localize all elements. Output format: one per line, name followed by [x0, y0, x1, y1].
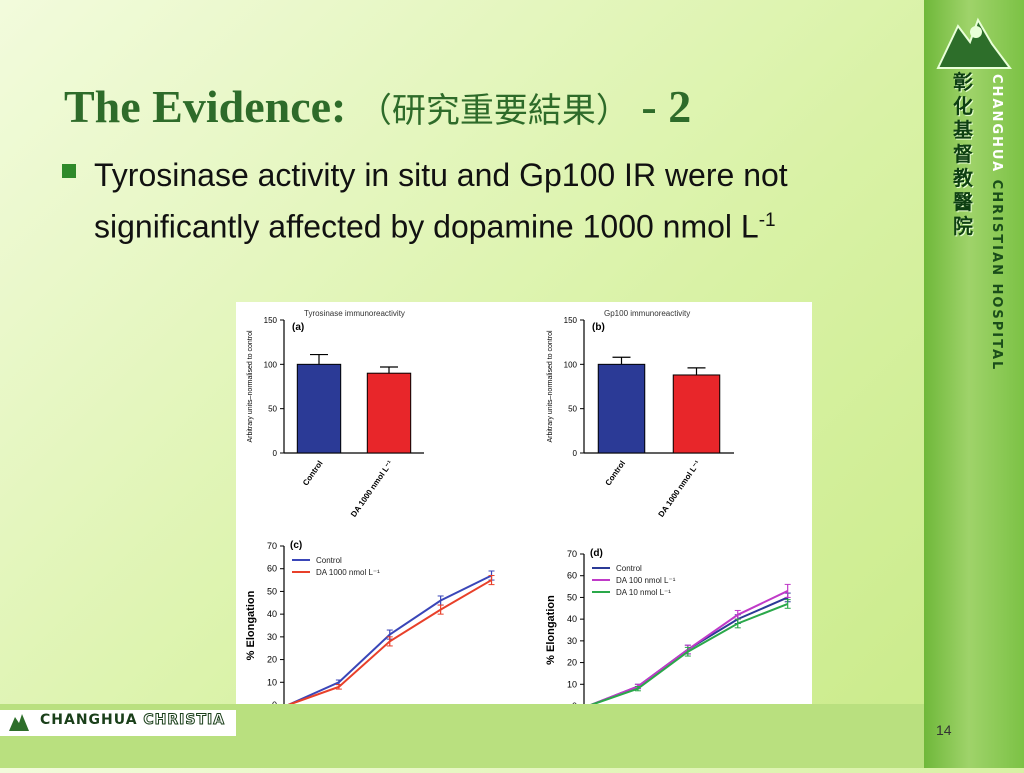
- bar: [366, 372, 412, 454]
- y-axis-label: Arbitrary units–normalised to control: [547, 330, 554, 442]
- bullet-square-icon: [62, 164, 76, 178]
- legend-label: DA 1000 nmol L⁻¹: [316, 568, 380, 577]
- hospital-name-chinese: 彰 化 基 督 教 醫 院: [953, 70, 973, 238]
- footer-hospital-name: CHANGHUA CHRISTIA: [40, 712, 226, 728]
- y-tick-label: 30: [267, 632, 277, 642]
- y-tick-label: 50: [567, 592, 577, 602]
- brand-sidebar: [924, 0, 1024, 768]
- y-tick-label: 40: [267, 609, 277, 619]
- page-number: 14: [936, 722, 952, 738]
- y-tick-label: 20: [267, 655, 277, 665]
- legend-label: DA 100 nmol L⁻¹: [616, 576, 676, 585]
- panel-label: (b): [592, 322, 605, 333]
- x-category-label: Control: [301, 459, 325, 487]
- bar: [597, 363, 646, 454]
- y-tick-label: 70: [267, 541, 277, 551]
- y-tick-label: 10: [567, 679, 577, 689]
- figure-panel: 0 50 100 150 (a) Tyrosinase immunoreactivity A…: [236, 302, 812, 768]
- y-tick-label: 50: [267, 586, 277, 596]
- y-tick-label: 50: [268, 405, 277, 414]
- bullet-text: Tyrosinase activity in situ and Gp100 IR…: [94, 157, 788, 245]
- y-tick-label: 0: [573, 449, 578, 458]
- y-tick-label: 30: [567, 636, 577, 646]
- bar: [672, 374, 721, 454]
- y-tick-label: 60: [567, 571, 577, 581]
- hospital-logo-icon: [936, 17, 1012, 69]
- footer-logo-band: [0, 710, 236, 736]
- chart-title: Tyrosinase immunoreactivity: [304, 309, 405, 318]
- x-category-label: Control: [603, 459, 627, 487]
- y-tick-label: 100: [564, 360, 578, 369]
- y-tick-label: 0: [273, 449, 278, 458]
- y-tick-label: 20: [567, 658, 577, 668]
- chart-title: Gp100 immunoreactivity: [604, 309, 690, 318]
- panel-label: (c): [290, 540, 302, 551]
- x-category-label: DA 1000 nmol L⁻¹: [349, 459, 395, 519]
- y-axis-label: % Elongation: [545, 595, 557, 665]
- legend-label: Control: [616, 564, 642, 573]
- panel-label: (a): [292, 322, 304, 333]
- y-tick-label: 150: [564, 316, 578, 325]
- panel-label: (d): [590, 548, 603, 559]
- hospital-name-english: CHANGHUA CHRISTIAN HOSPITAL: [989, 74, 1004, 372]
- bar: [296, 363, 342, 454]
- slide-title: The Evidence: （研究重要結果） - 2: [64, 81, 692, 132]
- footer-logo-icon: [9, 714, 29, 731]
- y-axis-label: Arbitrary units–normalised to control: [247, 330, 254, 442]
- y-axis-label: % Elongation: [245, 590, 257, 660]
- legend-label: Control: [316, 556, 342, 565]
- y-tick-label: 50: [568, 405, 577, 414]
- x-category-label: DA 1000 nmol L⁻¹: [657, 459, 703, 519]
- y-tick-label: 40: [567, 614, 577, 624]
- legend-label: DA 10 nmol L⁻¹: [616, 588, 671, 597]
- y-tick-label: 60: [267, 564, 277, 574]
- y-tick-label: 10: [267, 677, 277, 687]
- y-tick-label: 150: [264, 316, 278, 325]
- y-tick-label: 100: [264, 360, 278, 369]
- y-tick-label: 70: [567, 549, 577, 559]
